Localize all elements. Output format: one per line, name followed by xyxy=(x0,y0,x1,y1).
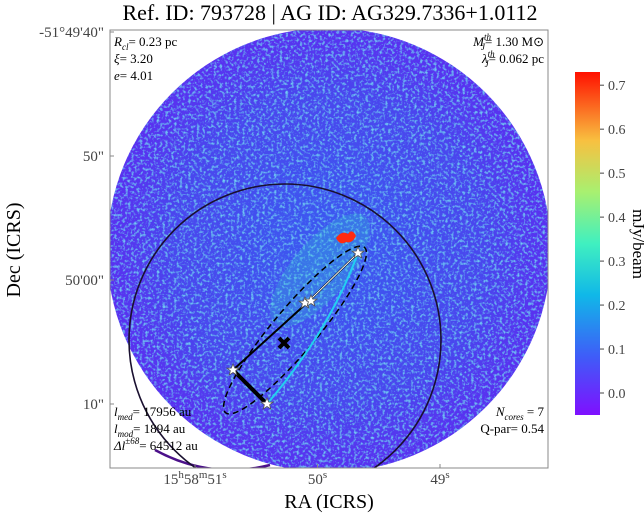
annotation-rest: = 7 xyxy=(524,404,545,419)
colorbar-tick-label: 0.5 xyxy=(608,167,626,182)
tick-part: 49 xyxy=(430,472,445,488)
tick-part: 50 xyxy=(308,472,323,488)
spine xyxy=(266,252,359,405)
y-axis-label: Dec (ICRS) xyxy=(3,203,25,298)
annotation-sub: cl xyxy=(122,42,129,52)
annotation-sup: ±68 xyxy=(125,436,139,446)
y-tick-label: 10" xyxy=(83,397,104,413)
annotation: λth J= 0.062 pc xyxy=(481,49,544,69)
colorbar-tick-label: 0.1 xyxy=(608,343,626,358)
annotation-sup: th xyxy=(488,49,496,59)
annotation-rest: = 0.54 xyxy=(511,421,545,436)
annotation: Mth J= 1.30 M⊙ xyxy=(472,32,544,52)
colorbar-tick-label: 0.3 xyxy=(608,255,626,270)
y-tick-label: -51°49'40" xyxy=(39,25,104,41)
colorbar xyxy=(575,72,600,415)
tick-part: 15 xyxy=(163,472,178,488)
tick-part: 51 xyxy=(207,472,222,488)
annotation-sub: J xyxy=(481,42,486,52)
axes-frame xyxy=(109,29,549,469)
annotation-rest: = 1894 au xyxy=(133,421,186,436)
annotation-sym: l xyxy=(114,404,118,419)
annotation-sym: λ xyxy=(481,51,488,66)
annotation-sub: med xyxy=(118,412,133,422)
annotation-sub: mod xyxy=(118,429,134,439)
spine xyxy=(309,252,359,301)
x-tick-label: 49s xyxy=(430,469,449,488)
chart-title: Ref. ID: 793728 | AG ID: AG329.7336+1.01… xyxy=(122,0,537,25)
x-tick-label: 15h58m51s xyxy=(163,469,226,488)
map-disk xyxy=(110,30,548,468)
colorbar-label: mJy/beam xyxy=(629,209,644,279)
annotation-rest: = 4.01 xyxy=(120,68,153,83)
annotation-sym: M xyxy=(472,34,485,49)
emission-peak xyxy=(336,231,356,244)
colorbar-tick-label: 0.6 xyxy=(608,123,626,138)
annotation-sym: Δl xyxy=(113,438,126,453)
colorbar-tick-label: 0.4 xyxy=(608,211,626,226)
annotation: Rcl= 0.23 pc xyxy=(113,34,178,52)
colorbar-tick-label: 0.2 xyxy=(608,299,626,314)
annotation-sym: e xyxy=(114,68,120,83)
annotation-rest: = 0.23 pc xyxy=(128,34,177,49)
center-mark xyxy=(277,336,291,350)
image xyxy=(110,30,548,468)
x-tick-label: 50s xyxy=(308,469,327,488)
annotation-sym: R xyxy=(113,34,122,49)
annotation-sym: N xyxy=(495,404,506,419)
circle xyxy=(128,183,442,468)
annotation: Ncores = 7 xyxy=(495,404,545,422)
tick-part: h xyxy=(178,469,184,481)
annotation: Δl±68= 64512 au xyxy=(113,436,198,453)
tick-part: s xyxy=(323,469,327,481)
tick-part: s xyxy=(445,469,449,481)
annotation: ξ= 3.20 xyxy=(114,51,153,66)
colorbar-tick-label: 0.0 xyxy=(608,387,626,402)
annotation-sub: cores xyxy=(504,412,524,422)
annotation-rest: = 64512 au xyxy=(139,438,198,453)
tick-part: m xyxy=(199,469,208,481)
annotation-sub: J xyxy=(485,59,490,69)
y-tick-label: 50" xyxy=(83,149,104,165)
annotation-rest: = 1.30 M⊙ xyxy=(485,34,544,49)
colorbar-tick-label: 0.7 xyxy=(608,79,626,94)
y-tick-label: 50'00" xyxy=(65,273,104,289)
annotation: lmod= 1894 au xyxy=(114,421,186,439)
annotation-rest: = 3.20 xyxy=(120,51,153,66)
annotation: lmed= 17956 au xyxy=(114,404,192,422)
annotation-sym: l xyxy=(114,421,118,436)
annotation-sym: Q-par xyxy=(480,421,511,436)
annotation-rest: = 0.062 pc xyxy=(489,51,545,66)
annotation-sup: th xyxy=(484,32,492,42)
cores xyxy=(225,246,366,410)
annotation: e= 4.01 xyxy=(114,68,153,83)
x-axis-label: RA (ICRS) xyxy=(284,491,373,513)
tick-part: 58 xyxy=(184,472,199,488)
annotation-sym: ξ xyxy=(114,51,120,66)
annotation-rest: = 17956 au xyxy=(133,404,192,419)
tick-part: s xyxy=(222,469,226,481)
annotation: Q-par= 0.54 xyxy=(480,421,544,436)
filament xyxy=(231,368,269,406)
